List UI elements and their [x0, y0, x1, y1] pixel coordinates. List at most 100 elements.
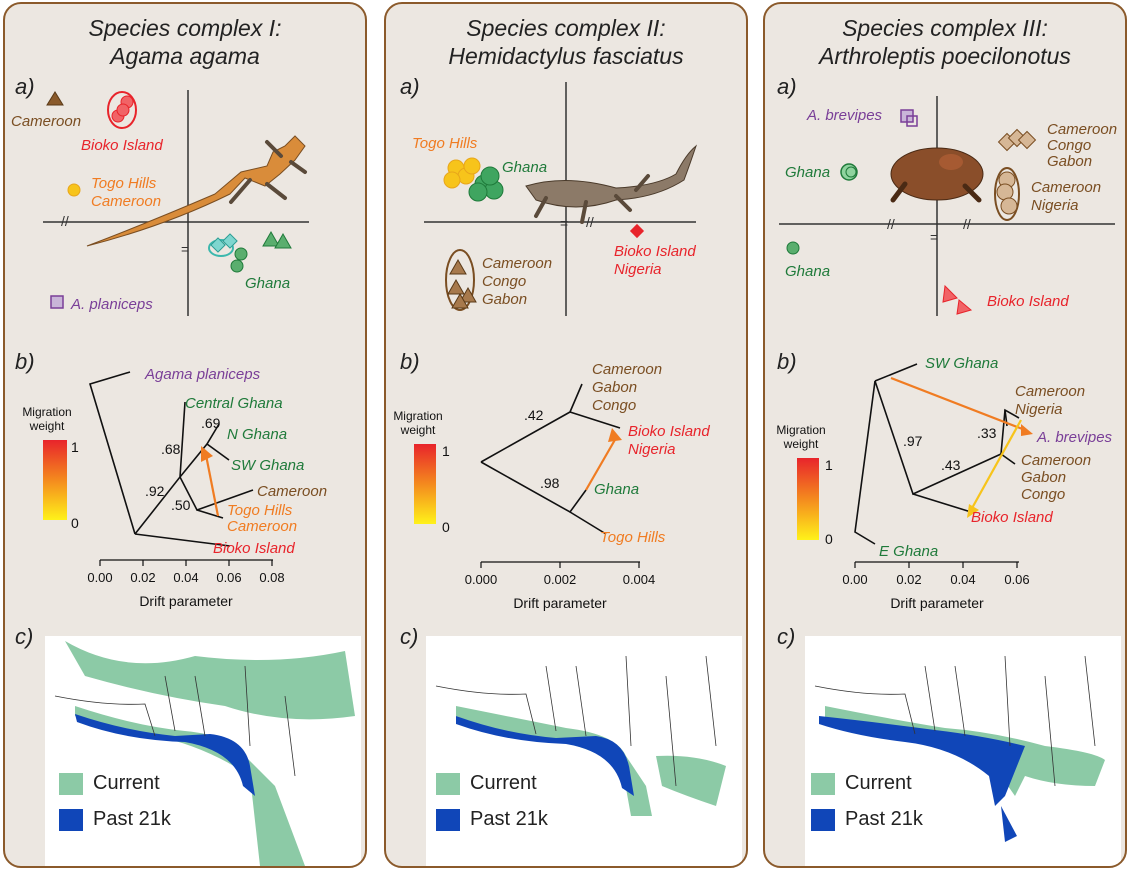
treemix-tree: SW Ghana Cameroon Nigeria A. brevipes Ca…	[776, 355, 1113, 611]
migration-legend-title: weight	[400, 423, 436, 437]
legend-past: Past 21k	[811, 808, 923, 831]
tree-tip: SW Ghana	[925, 355, 998, 372]
support-value: .92	[145, 483, 165, 499]
migration-legend-title: Migration	[393, 409, 442, 423]
scale-min: 0	[71, 515, 79, 531]
legend-text: Current	[845, 772, 912, 794]
label-a: a)	[15, 74, 35, 99]
axis-break: =	[560, 215, 568, 231]
tree-tip: Gabon	[1021, 469, 1066, 486]
ghana-point	[234, 247, 248, 261]
planiceps-marker	[50, 295, 64, 309]
scatter-label: Togo Hills	[91, 175, 157, 192]
label-c: c)	[777, 624, 796, 649]
panel-title: Species complex I: Agama agama	[5, 14, 365, 70]
tick-label: 0.02	[130, 570, 155, 585]
ghana-cluster	[208, 239, 234, 257]
ghana-point	[262, 230, 280, 247]
axis-break: //	[586, 214, 594, 230]
bioko-point	[956, 299, 973, 315]
tree-tip: Cameroon	[227, 518, 297, 535]
tree-tip: Nigeria	[628, 441, 676, 458]
pca-scatter: // // = A. brevipes Cameroon Congo Gabon	[779, 96, 1117, 316]
tick-label: 0.002	[544, 572, 577, 587]
country-borders	[814, 655, 1096, 787]
migration-color-scale	[43, 440, 67, 520]
axis-break: =	[930, 229, 938, 245]
scatter-label: A. brevipes	[806, 107, 883, 124]
pca-scatter: // = Togo Hills Ghana Bioko Island Niger…	[412, 82, 698, 316]
bioko-point	[942, 284, 958, 303]
tree-tip: E Ghana	[879, 543, 938, 560]
tick-label: 0.04	[173, 570, 198, 585]
cameroon-cluster	[445, 249, 477, 311]
axis-break: //	[887, 216, 895, 232]
togo-cluster	[443, 157, 481, 189]
tree-tip: Cameroon	[1015, 383, 1085, 400]
legend-text: Past 21k	[470, 808, 548, 830]
axis-ticks	[854, 562, 1018, 568]
scatter-label: Ghana	[245, 275, 290, 292]
current-range	[656, 755, 726, 806]
axis-label: Drift parameter	[890, 595, 984, 611]
title-line-2: Arthroleptis poecilonotus	[819, 43, 1071, 69]
range-map: Current Past 21k	[805, 636, 1121, 866]
cameroon-marker	[46, 91, 64, 106]
brevipes-marker	[906, 115, 918, 127]
migration-legend-title: Migration	[776, 423, 825, 437]
axis-label: Drift parameter	[139, 593, 233, 609]
tree-tip: Cameroon	[1021, 452, 1091, 469]
title-line-1: Species complex I:	[88, 15, 282, 41]
tree-tip: Ghana	[594, 481, 639, 498]
scatter-label: Bioko Island	[81, 137, 163, 154]
bioko-point	[116, 103, 130, 117]
legend-swatch-current	[811, 772, 835, 795]
label-c: c)	[15, 624, 34, 649]
tree-tip: Agama planiceps	[144, 366, 261, 383]
tree-tip: Central Ghana	[185, 395, 283, 412]
scatter-label: Nigeria	[614, 261, 662, 278]
scatter-label: Togo Hills	[412, 135, 478, 152]
tree-branches	[854, 363, 1020, 545]
ghana-point	[210, 237, 226, 253]
migration-edge	[585, 437, 617, 491]
map-drawing	[435, 655, 726, 816]
scatter-label: Cameroon	[11, 113, 81, 130]
migration-edge	[203, 449, 220, 517]
label-a: a)	[400, 74, 420, 99]
ghana-point	[786, 241, 800, 255]
scale-max: 1	[442, 443, 450, 459]
scatter-label: Cameroon	[1047, 121, 1117, 138]
migration-arrowhead	[201, 446, 213, 462]
scatter-label: Congo	[1047, 137, 1091, 154]
scatter-label: Ghana	[785, 164, 830, 181]
tick-label: 0.000	[465, 572, 498, 587]
label-b: b)	[400, 349, 420, 374]
panel-title: Species complex III: Arthroleptis poecil…	[765, 14, 1125, 70]
ghana-point	[230, 259, 244, 273]
tree-tip: Togo Hills	[227, 502, 293, 519]
tree-tip: A. brevipes	[1036, 429, 1113, 446]
legend-text: Current	[470, 772, 537, 794]
scatter-label: Gabon	[482, 291, 527, 308]
panel-arthroleptis: Species complex III: Arthroleptis poecil…	[763, 2, 1127, 868]
axis-break: //	[61, 213, 69, 229]
title-line-2: Hemidactylus fasciatus	[448, 43, 684, 69]
legend-swatch-current	[436, 772, 460, 795]
tree-tip: Togo Hills	[600, 529, 666, 546]
label-b: b)	[15, 349, 35, 374]
tree-tip: N Ghana	[227, 426, 287, 443]
tree-tip: Bioko Island	[213, 540, 295, 557]
legend-past: Past 21k	[59, 808, 171, 831]
support-value: .68	[161, 441, 181, 457]
legend-swatch-past	[436, 808, 460, 831]
past-range	[819, 716, 1025, 806]
country-borders	[435, 655, 717, 787]
panel-title: Species complex II: Hemidactylus fasciat…	[386, 14, 746, 70]
frog-image	[890, 147, 984, 203]
legend-past: Past 21k	[436, 808, 548, 831]
tree-tip: Cameroon	[257, 483, 327, 500]
legend-current: Current	[811, 772, 912, 795]
scatter-label: Ghana	[785, 263, 830, 280]
tree-tip: Bioko Island	[971, 509, 1053, 526]
